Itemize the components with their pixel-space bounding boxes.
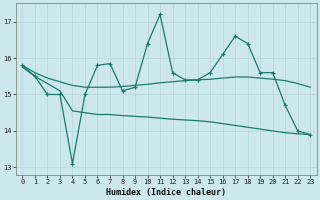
X-axis label: Humidex (Indice chaleur): Humidex (Indice chaleur)	[106, 188, 226, 197]
